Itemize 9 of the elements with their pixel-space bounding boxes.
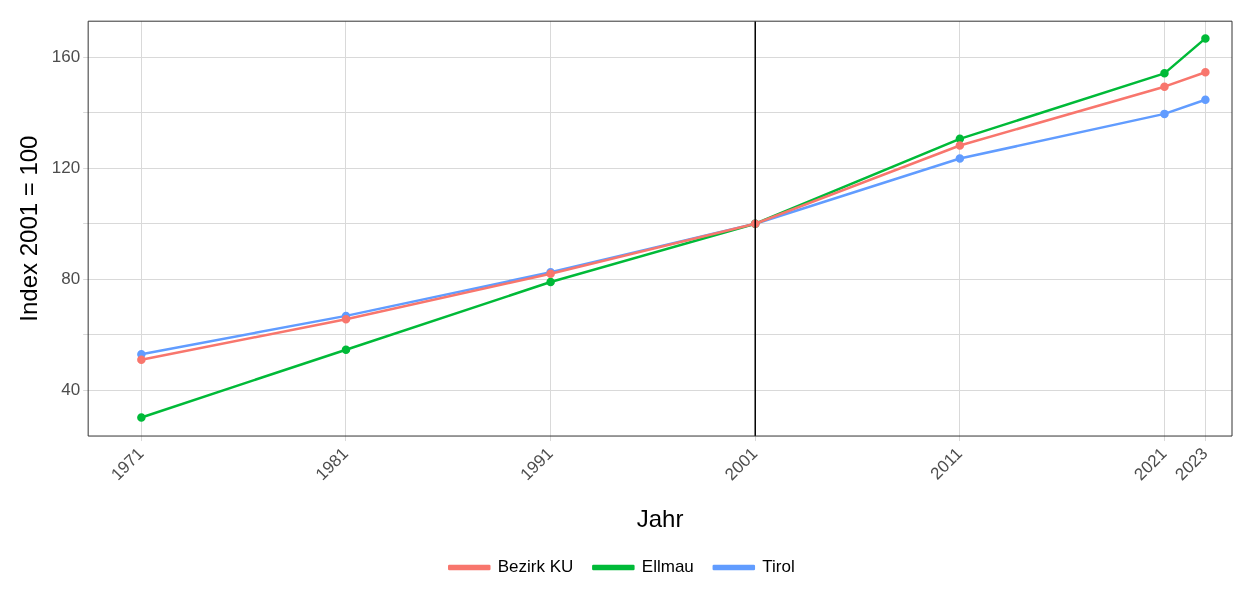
y-tick-label: 120 — [51, 157, 81, 177]
x-axis-title: Jahr — [636, 505, 684, 533]
y-tick-label: 80 — [61, 268, 81, 288]
legend-label: Ellmau — [641, 557, 694, 577]
legend-label: Bezirk KU — [497, 557, 574, 577]
y-tick-label: 40 — [61, 379, 81, 399]
y-tick-label: 160 — [51, 46, 81, 66]
legend-label: Tirol — [762, 557, 795, 577]
y-axis-title: Index 2001 = 100 — [15, 135, 43, 322]
